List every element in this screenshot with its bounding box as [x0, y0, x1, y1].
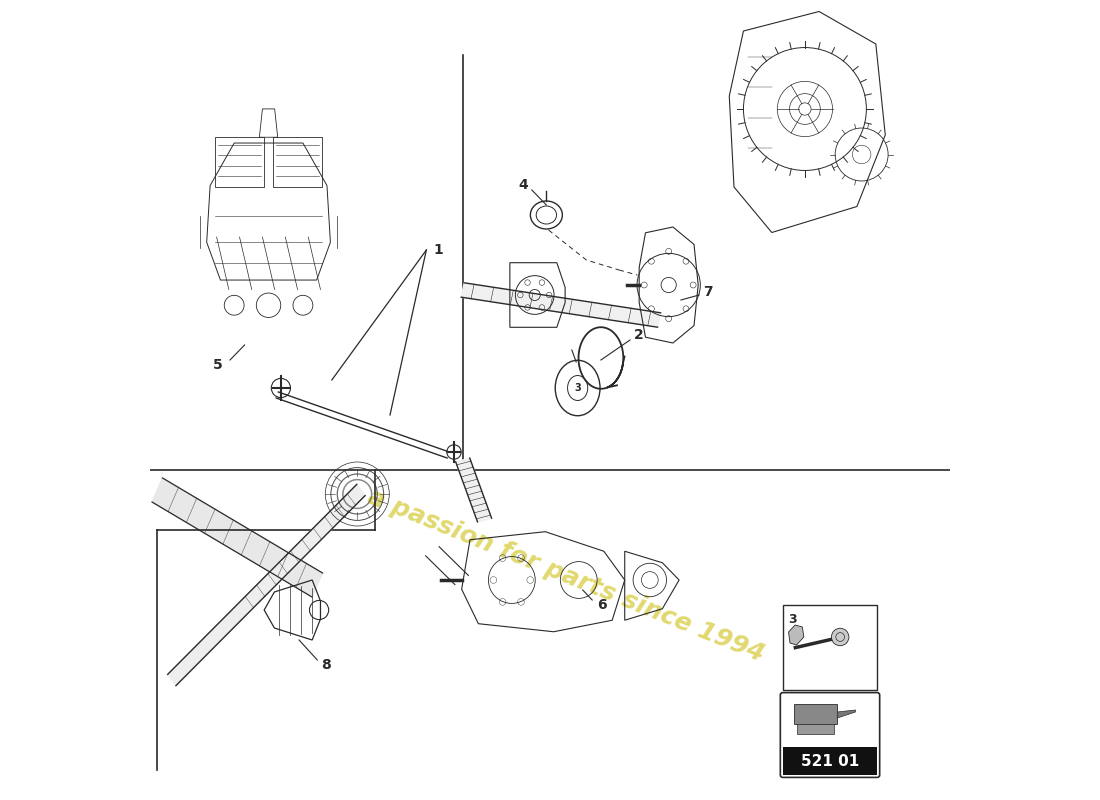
Text: 3: 3	[574, 383, 581, 393]
Text: 2: 2	[634, 328, 643, 342]
Text: 8: 8	[321, 658, 331, 672]
Polygon shape	[455, 458, 492, 522]
Text: 5: 5	[213, 358, 222, 372]
FancyBboxPatch shape	[783, 747, 878, 775]
Polygon shape	[837, 710, 856, 718]
Text: 521 01: 521 01	[801, 754, 859, 769]
Text: 7: 7	[703, 285, 713, 299]
Polygon shape	[793, 704, 837, 724]
FancyBboxPatch shape	[780, 693, 880, 778]
Text: 6: 6	[597, 598, 607, 612]
Polygon shape	[152, 478, 322, 597]
Circle shape	[832, 628, 849, 646]
Polygon shape	[798, 724, 834, 734]
Polygon shape	[461, 283, 661, 327]
Polygon shape	[789, 625, 804, 645]
Text: 4: 4	[518, 178, 528, 192]
Text: a passion for parts since 1994: a passion for parts since 1994	[364, 485, 768, 667]
Text: 3: 3	[789, 613, 797, 626]
Text: 1: 1	[433, 243, 443, 257]
Polygon shape	[167, 484, 365, 686]
